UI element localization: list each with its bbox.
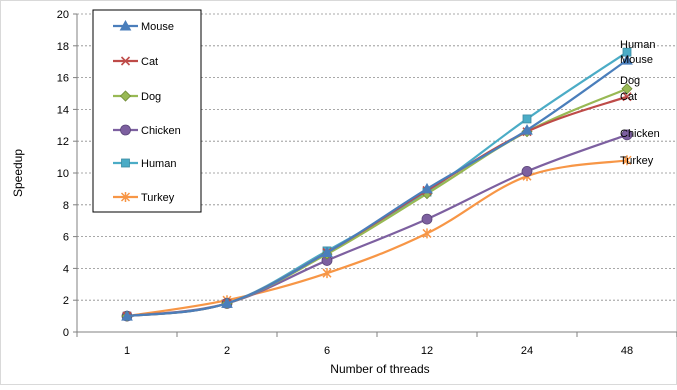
end-label-mouse: Mouse bbox=[620, 54, 653, 66]
data-point-mouse bbox=[321, 246, 333, 257]
y-tick-label: 20 bbox=[57, 9, 69, 21]
series-line-turkey bbox=[126, 159, 628, 318]
x-tick-label: 2 bbox=[224, 345, 230, 357]
legend-label-human: Human bbox=[141, 158, 176, 170]
legend-marker-turkey bbox=[120, 192, 131, 202]
data-point-chicken bbox=[621, 129, 633, 141]
data-point-dog bbox=[621, 83, 633, 95]
legend-label-dog: Dog bbox=[141, 91, 161, 103]
y-tick-label: 16 bbox=[57, 73, 69, 85]
legend-marker-human bbox=[121, 158, 130, 168]
x-tick-label: 48 bbox=[621, 345, 633, 357]
data-point-mouse bbox=[521, 124, 533, 135]
data-point-chicken bbox=[521, 166, 533, 177]
y-tick-label: 0 bbox=[63, 327, 69, 339]
legend-marker-dog bbox=[119, 90, 132, 102]
series-line-mouse bbox=[126, 59, 628, 318]
legend-label-mouse: Mouse bbox=[141, 21, 174, 33]
data-point-mouse bbox=[121, 310, 133, 321]
y-tick-label: 8 bbox=[63, 200, 69, 212]
data-point-cat bbox=[622, 92, 632, 102]
x-tick-label: 24 bbox=[521, 345, 533, 357]
end-label-human: Human bbox=[620, 39, 655, 51]
y-tick-label: 14 bbox=[57, 104, 69, 116]
data-point-turkey bbox=[622, 155, 632, 166]
y-tick-label: 12 bbox=[57, 136, 69, 148]
data-point-mouse bbox=[421, 182, 433, 194]
y-tick-label: 10 bbox=[57, 168, 69, 180]
data-point-chicken bbox=[421, 213, 433, 225]
legend-label-cat: Cat bbox=[141, 56, 158, 68]
legend-marker-mouse bbox=[119, 19, 132, 31]
end-label-chicken: Chicken bbox=[620, 128, 660, 140]
y-tick-label: 2 bbox=[63, 295, 69, 307]
x-axis-title: Number of threads bbox=[330, 362, 429, 376]
legend-label-turkey: Turkey bbox=[141, 192, 175, 204]
data-point-turkey bbox=[322, 268, 332, 279]
end-label-turkey: Turkey bbox=[620, 155, 654, 167]
data-point-human bbox=[522, 114, 532, 124]
legend-label-chicken: Chicken bbox=[141, 125, 181, 137]
end-label-dog: Dog bbox=[620, 75, 640, 87]
y-tick-label: 4 bbox=[63, 263, 69, 275]
x-tick-label: 1 bbox=[124, 345, 130, 357]
y-tick-label: 6 bbox=[63, 232, 69, 244]
data-point-turkey bbox=[422, 228, 432, 239]
end-label-cat: Cat bbox=[620, 91, 637, 103]
legend-marker-cat bbox=[120, 56, 131, 66]
x-tick-label: 12 bbox=[421, 345, 433, 357]
y-tick-label: 18 bbox=[57, 41, 69, 53]
data-point-mouse bbox=[221, 297, 233, 308]
data-point-mouse bbox=[621, 54, 633, 65]
legend-marker-chicken bbox=[120, 124, 131, 136]
y-axis-title: Speedup bbox=[11, 149, 25, 197]
legend-box bbox=[92, 9, 202, 213]
x-tick-label: 6 bbox=[324, 345, 330, 357]
